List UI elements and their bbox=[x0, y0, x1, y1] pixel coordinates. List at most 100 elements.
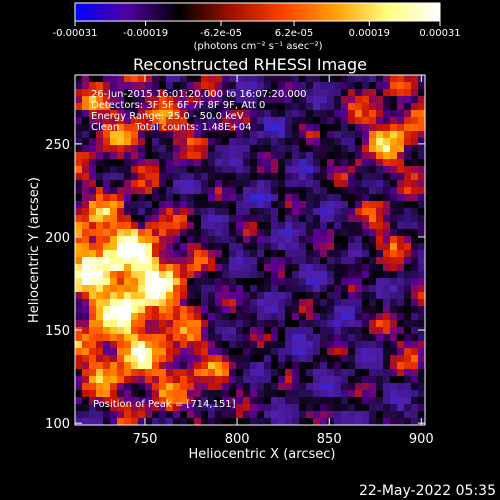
heatmap-cell bbox=[320, 418, 328, 425]
heatmap-cell bbox=[313, 313, 321, 321]
heatmap-cell bbox=[348, 96, 356, 104]
heatmap-cell bbox=[229, 82, 237, 90]
heatmap-cell bbox=[208, 201, 216, 209]
heatmap-cell bbox=[285, 103, 293, 111]
heatmap-cell bbox=[355, 397, 363, 405]
heatmap-cell bbox=[320, 271, 328, 279]
heatmap-cell bbox=[208, 82, 216, 90]
heatmap-cell bbox=[89, 299, 97, 307]
heatmap-cell bbox=[82, 201, 90, 209]
heatmap-cell bbox=[250, 362, 258, 370]
heatmap-cell bbox=[215, 348, 223, 356]
heatmap-cell bbox=[180, 250, 188, 258]
heatmap-cell bbox=[376, 362, 384, 370]
heatmap-cell bbox=[411, 187, 419, 195]
heatmap-cell bbox=[110, 131, 118, 139]
heatmap-cell bbox=[299, 215, 307, 223]
heatmap-cell bbox=[159, 131, 167, 139]
heatmap-cell bbox=[173, 271, 181, 279]
heatmap-cell bbox=[215, 236, 223, 244]
heatmap-cell bbox=[145, 278, 153, 286]
heatmap-cell bbox=[348, 257, 356, 265]
heatmap-cell bbox=[180, 124, 188, 132]
heatmap-cell bbox=[180, 166, 188, 174]
heatmap-cell bbox=[145, 397, 153, 405]
heatmap-cell bbox=[362, 250, 370, 258]
heatmap-cell bbox=[243, 306, 251, 314]
heatmap-cell bbox=[159, 96, 167, 104]
heatmap-cell bbox=[313, 166, 321, 174]
heatmap-cell bbox=[215, 159, 223, 167]
heatmap-cell bbox=[96, 110, 104, 118]
heatmap-cell bbox=[292, 327, 300, 335]
heatmap-cell bbox=[285, 208, 293, 216]
heatmap-cell bbox=[390, 215, 398, 223]
heatmap-cell bbox=[334, 208, 342, 216]
heatmap-cell bbox=[376, 341, 384, 349]
heatmap-cell bbox=[159, 236, 167, 244]
heatmap-cell bbox=[124, 82, 132, 90]
heatmap-cell bbox=[117, 110, 125, 118]
heatmap-cell bbox=[173, 299, 181, 307]
heatmap-cell bbox=[334, 376, 342, 384]
heatmap-cell bbox=[131, 201, 139, 209]
heatmap-cell bbox=[285, 215, 293, 223]
heatmap-cell bbox=[292, 278, 300, 286]
heatmap-cell bbox=[243, 369, 251, 377]
heatmap-cell bbox=[180, 236, 188, 244]
heatmap-cell bbox=[299, 355, 307, 363]
heatmap-cell bbox=[159, 362, 167, 370]
heatmap-cell bbox=[229, 320, 237, 328]
heatmap-cell bbox=[180, 229, 188, 237]
heatmap-cell bbox=[124, 397, 132, 405]
heatmap-cell bbox=[117, 362, 125, 370]
heatmap-cell bbox=[397, 411, 405, 419]
heatmap-cell bbox=[110, 138, 118, 146]
heatmap-cell bbox=[418, 376, 425, 384]
heatmap-cell bbox=[271, 278, 279, 286]
heatmap-cell bbox=[390, 334, 398, 342]
heatmap-cell bbox=[397, 285, 405, 293]
heatmap-cell bbox=[390, 159, 398, 167]
heatmap-cell bbox=[327, 411, 335, 419]
heatmap-cell bbox=[201, 138, 209, 146]
heatmap-cell bbox=[180, 257, 188, 265]
heatmap-cell bbox=[152, 313, 160, 321]
heatmap-cell bbox=[411, 159, 419, 167]
heatmap-cell bbox=[334, 131, 342, 139]
heatmap-cell bbox=[411, 215, 419, 223]
heatmap-cell bbox=[320, 89, 328, 97]
heatmap-cell bbox=[96, 215, 104, 223]
heatmap-cell bbox=[236, 187, 244, 195]
heatmap-cell bbox=[264, 334, 272, 342]
heatmap-cell bbox=[320, 334, 328, 342]
heatmap-cell bbox=[355, 257, 363, 265]
heatmap-cell bbox=[89, 110, 97, 118]
heatmap-cell bbox=[96, 369, 104, 377]
heatmap-cell bbox=[306, 222, 314, 230]
heatmap-cell bbox=[271, 82, 279, 90]
heatmap-cell bbox=[145, 383, 153, 391]
heatmap-cell bbox=[173, 264, 181, 272]
heatmap-cell bbox=[278, 376, 286, 384]
heatmap-cell bbox=[131, 355, 139, 363]
heatmap-cell bbox=[138, 82, 146, 90]
heatmap-cell bbox=[243, 138, 251, 146]
heatmap-cell bbox=[173, 390, 181, 398]
heatmap-cell bbox=[208, 355, 216, 363]
heatmap-cell bbox=[208, 257, 216, 265]
heatmap-cell bbox=[292, 376, 300, 384]
heatmap-cell bbox=[145, 173, 153, 181]
heatmap-cell bbox=[369, 411, 377, 419]
heatmap-cell bbox=[194, 362, 202, 370]
heatmap-cell bbox=[348, 299, 356, 307]
heatmap-cell bbox=[285, 117, 293, 125]
heatmap-cell bbox=[152, 117, 160, 125]
heatmap-cell bbox=[166, 103, 174, 111]
heatmap-cell bbox=[376, 327, 384, 335]
chart-title: Reconstructed RHESSI Image bbox=[133, 55, 367, 74]
heatmap-cell bbox=[320, 327, 328, 335]
heatmap-cell bbox=[348, 334, 356, 342]
heatmap-cell bbox=[180, 187, 188, 195]
heatmap-cell bbox=[222, 222, 230, 230]
